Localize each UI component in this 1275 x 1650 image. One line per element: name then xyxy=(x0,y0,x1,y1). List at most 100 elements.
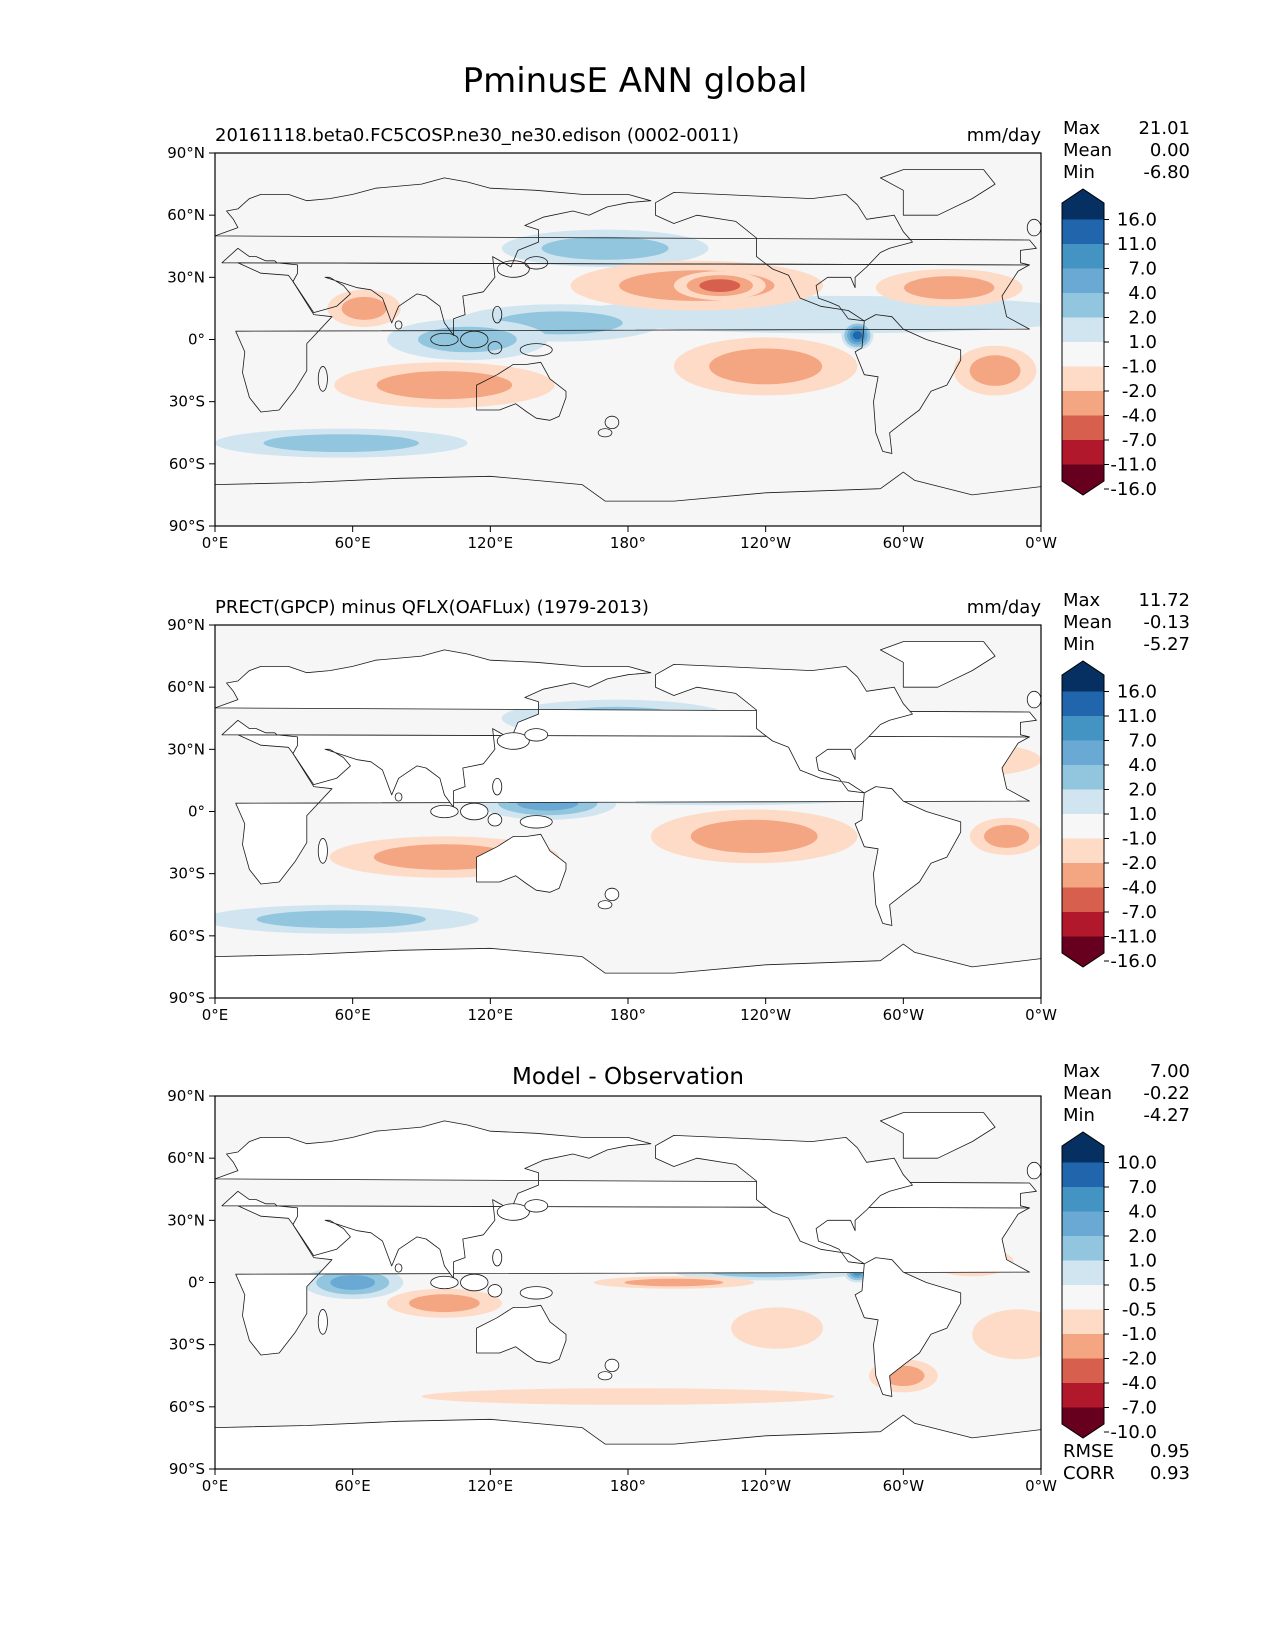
island-outline xyxy=(519,1286,553,1300)
island-outline xyxy=(460,802,489,821)
anomaly-feature xyxy=(953,345,1037,396)
map-field xyxy=(215,625,1041,998)
stat-label: Max xyxy=(1063,118,1101,139)
island-outline xyxy=(394,320,403,330)
x-tick-label: 180° xyxy=(610,1006,646,1024)
stat-label: Max xyxy=(1063,1061,1101,1082)
anomaly-feature xyxy=(731,1307,823,1349)
x-tick-label: 0°E xyxy=(202,1006,229,1024)
x-tick-label: 60°W xyxy=(883,1006,925,1024)
contour-level xyxy=(852,331,863,340)
colorbar-label: 2.0 xyxy=(1128,1226,1157,1247)
island-outline xyxy=(317,1309,328,1335)
anomaly-feature xyxy=(501,229,709,267)
colorbar-swatch xyxy=(1062,716,1104,741)
colorbar-swatch xyxy=(1062,838,1104,863)
colorbar-label: -4.0 xyxy=(1122,406,1157,427)
land-outline xyxy=(235,262,1030,413)
colorbar-swatch xyxy=(1062,887,1104,912)
y-tick-label: 30°S xyxy=(169,1336,205,1354)
land-outline xyxy=(476,361,567,421)
x-tick-label: 0°E xyxy=(202,534,229,552)
x-tick-label: 60°W xyxy=(883,534,925,552)
map-field xyxy=(215,153,1041,526)
island-outline xyxy=(496,260,530,278)
island-outline xyxy=(524,728,549,742)
stat-value: -4.27 xyxy=(1143,1105,1190,1126)
colorbar-swatch xyxy=(1062,863,1104,888)
coastlines xyxy=(215,1112,1041,1469)
colorbar-label: 11.0 xyxy=(1117,234,1157,255)
stat-value: -0.13 xyxy=(1143,612,1190,633)
colorbar-swatch xyxy=(1062,1334,1104,1359)
y-tick-label: 30°N xyxy=(167,740,205,758)
colorbar-swatch xyxy=(1062,391,1104,416)
x-tick-label: 120°E xyxy=(468,534,514,552)
colorbar-label: 1.0 xyxy=(1128,332,1157,353)
colorbar-label: -11.0 xyxy=(1110,927,1157,948)
contour-level xyxy=(731,1307,823,1349)
contour-level xyxy=(969,355,1021,386)
x-tick-label: 0°W xyxy=(1025,1006,1057,1024)
land-outline xyxy=(880,641,996,688)
colorbar-swatch xyxy=(1062,1236,1104,1261)
stat-value: -5.27 xyxy=(1143,634,1190,655)
y-tick-label: 90°N xyxy=(167,144,205,162)
stat-label: RMSE xyxy=(1063,1441,1114,1462)
x-tick-label: 120°W xyxy=(740,534,791,552)
colorbar-outline xyxy=(1061,1131,1105,1439)
colorbar-swatch xyxy=(1062,691,1104,716)
units-label: mm/day xyxy=(967,597,1042,618)
colorbar-label: -16.0 xyxy=(1110,479,1157,500)
colorbar-label: 2.0 xyxy=(1128,780,1157,801)
colorbar-swatch xyxy=(1062,342,1104,367)
contour-level xyxy=(904,276,995,300)
colorbar-swatch xyxy=(1062,293,1104,318)
anomaly-feature xyxy=(673,337,858,396)
x-tick-label: 120°W xyxy=(740,1477,791,1495)
x-tick-label: 0°W xyxy=(1025,1477,1057,1495)
island-outline xyxy=(394,792,403,802)
anomaly-feature xyxy=(593,1276,755,1289)
island-outline xyxy=(317,838,328,864)
x-tick-label: 180° xyxy=(610,534,646,552)
island-outline xyxy=(487,1284,503,1298)
contour-level xyxy=(709,348,823,385)
stat-label: Min xyxy=(1063,162,1095,183)
colorbar-swatch xyxy=(1062,440,1104,465)
colorbar-swatch xyxy=(1062,912,1104,937)
island-outline xyxy=(492,777,503,796)
colorbar-label: -16.0 xyxy=(1110,951,1157,972)
colorbar-label: -7.0 xyxy=(1122,430,1157,451)
colorbar-swatch xyxy=(1062,740,1104,765)
x-tick-label: 60°E xyxy=(335,534,371,552)
stat-label: Min xyxy=(1063,634,1095,655)
colorbar-swatch xyxy=(1062,1358,1104,1383)
stat-label: Mean xyxy=(1063,1083,1112,1104)
land-outline xyxy=(476,1304,567,1364)
y-tick-label: 60°N xyxy=(167,1149,205,1167)
colorbar-swatch xyxy=(1062,789,1104,814)
colorbar-swatch xyxy=(1062,415,1104,440)
stat-value: 0.00 xyxy=(1150,140,1190,161)
colorbar-label: 11.0 xyxy=(1117,706,1157,727)
colorbar-label: 1.0 xyxy=(1128,1251,1157,1272)
stat-value: -0.22 xyxy=(1143,1083,1190,1104)
stat-label: CORR xyxy=(1063,1463,1115,1484)
land-outline xyxy=(215,471,1041,526)
anomaly-feature xyxy=(215,904,479,934)
colorbar-swatch xyxy=(1062,464,1104,495)
colorbar-swatch xyxy=(1062,244,1104,269)
contour-level xyxy=(263,434,419,452)
panel-title: Model - Observation xyxy=(512,1064,744,1090)
y-tick-label: 90°N xyxy=(167,616,205,634)
contour-level xyxy=(984,824,1030,848)
contour-level xyxy=(256,910,426,929)
y-tick-label: 60°S xyxy=(169,927,205,945)
anomaly-feature xyxy=(969,817,1041,856)
stat-label: Max xyxy=(1063,590,1101,611)
land-outline xyxy=(854,314,962,454)
island-outline xyxy=(460,1273,489,1292)
colorbar-label: 1.0 xyxy=(1128,804,1157,825)
